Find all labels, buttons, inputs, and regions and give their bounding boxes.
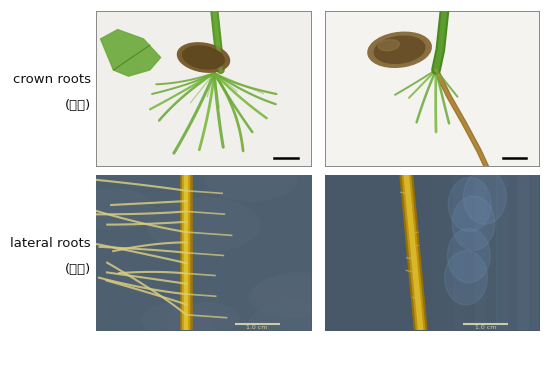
Bar: [539, 175, 550, 330]
Ellipse shape: [374, 36, 425, 63]
Ellipse shape: [147, 198, 260, 252]
Ellipse shape: [447, 229, 490, 283]
Ellipse shape: [452, 196, 495, 250]
Text: crown roots: crown roots: [13, 73, 91, 86]
Ellipse shape: [206, 157, 297, 201]
Bar: [496, 175, 528, 330]
Bar: [453, 175, 485, 330]
Text: lateral roots: lateral roots: [10, 237, 91, 250]
Ellipse shape: [378, 40, 399, 51]
Ellipse shape: [178, 43, 229, 72]
Bar: [475, 175, 507, 330]
Ellipse shape: [463, 170, 506, 224]
Ellipse shape: [183, 46, 224, 69]
Ellipse shape: [142, 303, 214, 337]
Ellipse shape: [368, 32, 431, 67]
Text: (측근): (측근): [64, 263, 91, 276]
Ellipse shape: [448, 177, 491, 232]
Text: (관근): (관근): [64, 99, 91, 112]
Ellipse shape: [249, 277, 334, 317]
Ellipse shape: [71, 189, 155, 229]
Ellipse shape: [248, 303, 344, 350]
Text: 1.0 cm: 1.0 cm: [475, 324, 496, 330]
Polygon shape: [101, 30, 161, 76]
Ellipse shape: [169, 302, 239, 336]
Bar: [432, 175, 464, 330]
Ellipse shape: [444, 251, 487, 305]
Bar: [518, 175, 549, 330]
Ellipse shape: [254, 272, 346, 317]
Text: 1.0 cm: 1.0 cm: [246, 324, 268, 330]
